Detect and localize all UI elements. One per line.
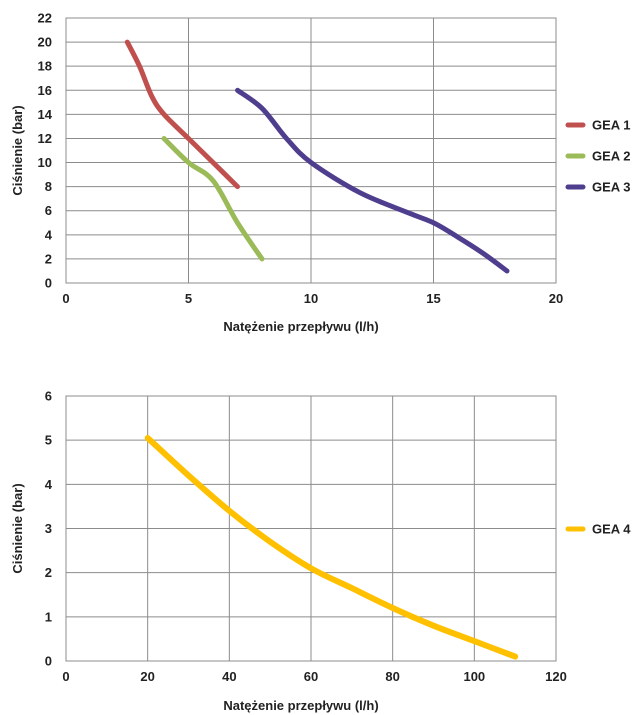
x-tick-label: 0	[62, 291, 69, 306]
x-tick-label: 0	[62, 669, 69, 684]
y-tick-label: 22	[38, 11, 52, 26]
y-axis-title: Ciśnienie (bar)	[10, 483, 25, 573]
y-tick-label: 6	[45, 203, 52, 218]
x-tick-label: 20	[140, 669, 154, 684]
y-tick-label: 6	[45, 389, 52, 404]
y-tick-label: 18	[38, 59, 52, 74]
x-tick-label: 40	[222, 669, 236, 684]
legend-label: GEA 3	[592, 180, 631, 195]
y-tick-label: 12	[38, 131, 52, 146]
legend-label: GEA 4	[592, 522, 631, 537]
y-tick-label: 0	[45, 654, 52, 669]
x-tick-label: 60	[304, 669, 318, 684]
y-tick-label: 0	[45, 276, 52, 291]
x-axis-title: Natężenie przepływu (l/h)	[223, 698, 378, 713]
y-tick-label: 10	[38, 155, 52, 170]
y-tick-label: 4	[45, 227, 53, 242]
x-tick-label: 80	[385, 669, 399, 684]
y-tick-label: 16	[38, 83, 52, 98]
x-tick-label: 20	[549, 291, 563, 306]
plot-area-border	[65, 17, 557, 284]
y-tick-label: 8	[45, 179, 52, 194]
x-tick-label: 5	[185, 291, 192, 306]
y-tick-label: 4	[45, 477, 53, 492]
chart-1: 0 2 4 6 8 10 12 14 16 18 20 22 0 5 10 15 20 Natężenie prz…	[10, 11, 631, 335]
x-axis-title: Natężenie przepływu (l/h)	[223, 319, 378, 334]
x-tick-label: 120	[545, 669, 567, 684]
legend-label: GEA 2	[592, 149, 631, 164]
plot-area-border	[65, 395, 557, 662]
series-line-gea-3	[235, 87, 510, 274]
y-tick-label: 3	[45, 521, 52, 536]
series-line-gea-2	[161, 136, 265, 262]
y-tick-label: 2	[45, 565, 52, 580]
x-tick-label: 100	[463, 669, 485, 684]
y-tick-label: 2	[45, 251, 52, 266]
x-tick-label: 15	[426, 291, 440, 306]
y-tick-label: 1	[45, 609, 52, 624]
y-axis-title: Ciśnienie (bar)	[10, 105, 25, 195]
y-tick-label: 5	[45, 433, 52, 448]
legend-label: GEA 1	[592, 118, 631, 133]
y-tick-label: 14	[38, 107, 53, 122]
y-tick-label: 20	[38, 35, 52, 50]
series-line-gea-4	[144, 435, 519, 660]
x-tick-label: 10	[304, 291, 318, 306]
series-line-gea-1	[124, 39, 240, 190]
